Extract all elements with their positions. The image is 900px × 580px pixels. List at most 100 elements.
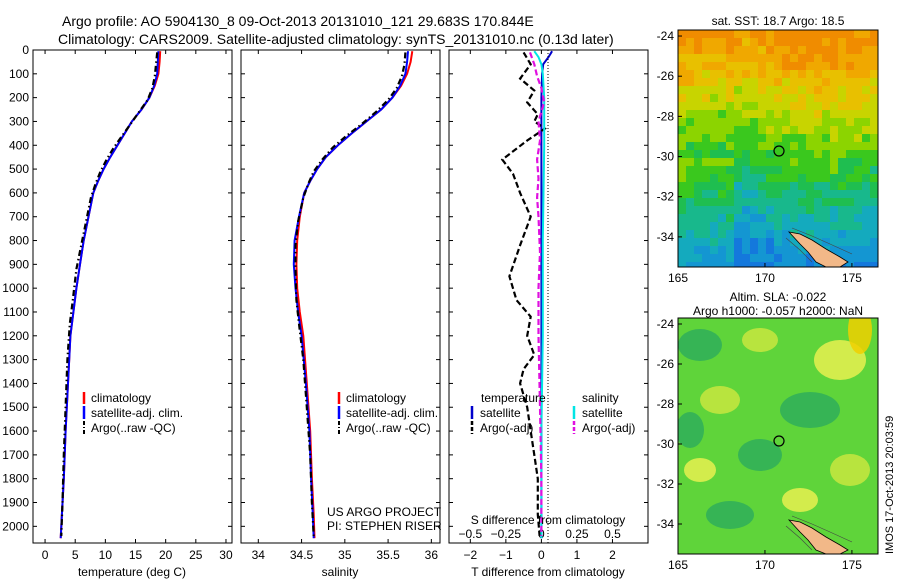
sst-cell [782,238,790,246]
sst-cell [854,134,862,142]
sst-cell [694,38,702,46]
float-position-marker [773,145,785,157]
sst-cell [862,238,870,246]
sst-cell [702,134,710,142]
sst-cell [790,158,798,166]
sst-cell [838,86,846,94]
sst-cell [806,118,814,126]
sst-map-frame [677,29,879,268]
series-line-salinity-argo-adj [528,52,546,536]
sst-cell [726,86,734,94]
sst-cell [822,182,830,190]
sst-cell [702,190,710,198]
map-x-tick-label: 165 [668,558,688,572]
sst-cell [694,238,702,246]
sst-cell [750,174,758,182]
sst-cell [830,118,838,126]
sst-cell [862,198,870,206]
sst-cell [814,94,822,102]
sst-cell [742,46,750,54]
sst-cell [710,198,718,206]
sst-cell [718,222,726,230]
sst-cell [742,198,750,206]
sst-cell [742,206,750,214]
sst-cell [854,38,862,46]
sla-anomaly-patch [738,439,782,471]
sst-cell [862,110,870,118]
sst-cell [822,46,830,54]
sst-cell [814,62,822,70]
sst-cell [822,158,830,166]
sst-cell [710,214,718,222]
sst-cell [686,110,694,118]
sst-cell [854,118,862,126]
sst-cell [718,46,726,54]
sst-cell [766,230,774,238]
y-tick-label: 1100 [3,305,29,319]
temperature-legend: climatology satellite-adj. clim. Argo(..… [82,391,183,435]
new-zealand-coastline [787,519,849,554]
sst-cell [830,198,838,206]
sst-cell [806,70,814,78]
sst-cell [862,262,870,267]
sst-cell [726,62,734,70]
sst-cell [774,246,782,254]
sst-cell [798,246,806,254]
sst-cell [702,126,710,134]
sst-cell [742,150,750,158]
sst-cell [830,238,838,246]
sst-cell [710,262,718,267]
sst-cell [806,214,814,222]
sst-cell [798,150,806,158]
sst-cell [854,110,862,118]
legend-label-satellite: satellite-adj. clim. [91,406,183,420]
sst-cell [742,190,750,198]
sst-cell [686,246,694,254]
sst-cell [774,182,782,190]
sst-cell [686,158,694,166]
sst-cell [726,142,734,150]
sst-cell [734,94,742,102]
sst-cell [822,30,830,38]
sst-cell [846,158,854,166]
sst-cell [774,262,782,267]
sst-cell [790,254,798,262]
sst-cell [766,142,774,150]
sst-cell [806,54,814,62]
sst-cell [766,118,774,126]
sst-cell [726,46,734,54]
sst-cell [750,262,758,267]
sst-cell [838,94,846,102]
sst-cell [782,62,790,70]
sst-cell [806,62,814,70]
sst-cell [830,222,838,230]
sst-cell [838,222,846,230]
sst-cell [694,142,702,150]
sla-map-frame [677,317,879,555]
sst-cell [686,254,694,262]
sst-cell [750,94,758,102]
sst-cell [678,86,686,94]
sst-cell [774,118,782,126]
sst-cell [678,70,686,78]
sst-cell [806,142,814,150]
sst-cell [814,174,822,182]
sst-cell [846,182,854,190]
sst-cell [734,142,742,150]
sst-cell [870,238,878,246]
y-tick-label: 500 [9,162,29,176]
sst-cell [846,222,854,230]
sst-cell [758,158,766,166]
sst-cell [862,46,870,54]
sst-cell [822,86,830,94]
sst-cell [750,254,758,262]
sst-cell [718,118,726,126]
salinity-legend: climatology satellite-adj. clim. Argo(..… [337,391,438,435]
map-y-tick-label: -30 [657,437,675,451]
sst-cell [734,230,742,238]
sst-cell [822,54,830,62]
sst-cell [814,190,822,198]
sst-cell [854,102,862,110]
sst-cell [830,54,838,62]
sst-cell [846,30,854,38]
